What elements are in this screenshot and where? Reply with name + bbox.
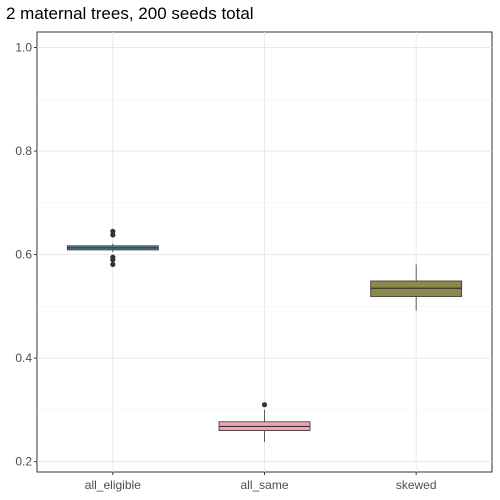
y-tick-label: 0.4 [15, 351, 32, 365]
y-tick-label: 0.6 [15, 248, 32, 262]
outlier-point [110, 257, 116, 263]
y-tick-label: 0.8 [15, 144, 32, 158]
y-tick-label: 0.2 [15, 455, 32, 469]
x-tick-label: all_same [240, 478, 288, 492]
y-axis: 0.2 0.4 0.6 0.8 1.0 [15, 41, 37, 469]
grid-major [37, 32, 492, 472]
y-tick-label: 1.0 [15, 41, 32, 55]
x-tick-label: skewed [396, 478, 437, 492]
boxes [66, 228, 463, 442]
chart-title: 2 maternal trees, 200 seeds total [6, 4, 254, 23]
x-axis: all_eligible all_same skewed [85, 472, 437, 492]
outlier-point [110, 232, 116, 238]
box-skewed [370, 264, 463, 311]
box-all_eligible [66, 228, 159, 268]
box-all_same [218, 402, 311, 442]
outlier-point [261, 402, 268, 408]
outlier-point [110, 228, 116, 234]
x-tick-label: all_eligible [85, 478, 141, 492]
outlier-point [110, 261, 116, 268]
